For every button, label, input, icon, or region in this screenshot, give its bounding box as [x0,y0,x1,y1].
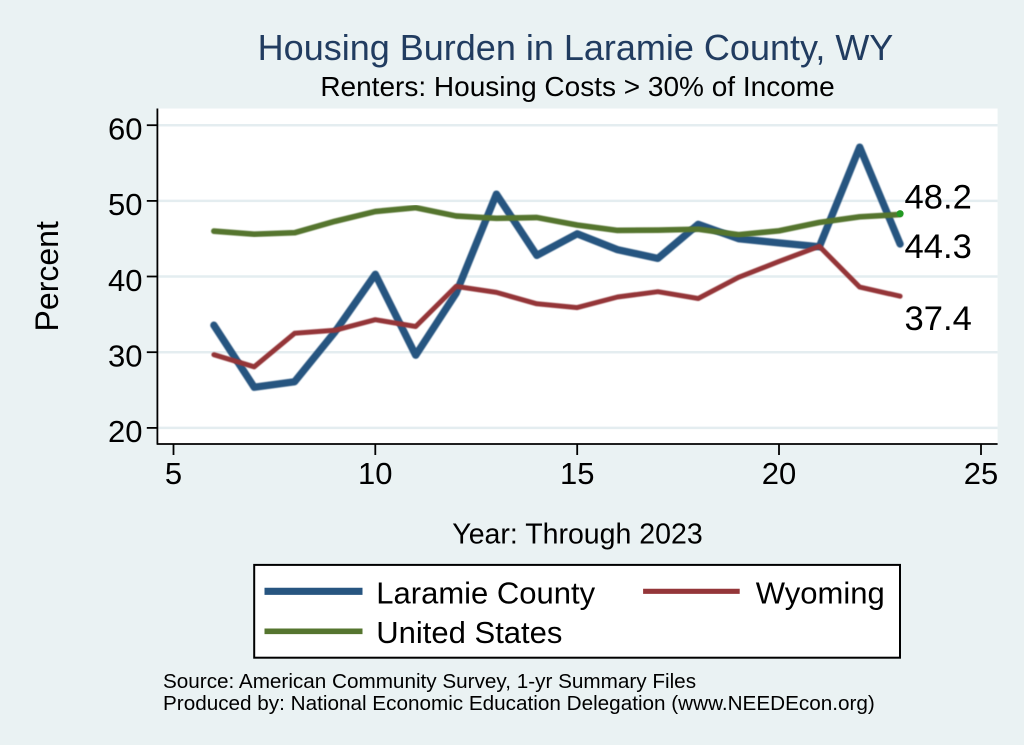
svg-text:Percent: Percent [29,221,65,331]
svg-text:37.4: 37.4 [905,300,972,338]
svg-text:44.3: 44.3 [905,228,972,266]
svg-text:Wyoming: Wyoming [756,576,885,611]
svg-text:50: 50 [108,187,142,222]
svg-text:10: 10 [358,456,392,491]
svg-text:48.2: 48.2 [905,178,972,216]
svg-text:Produced by: National Economic: Produced by: National Economic Education… [163,692,875,715]
svg-text:Housing Burden in Laramie Coun: Housing Burden in Laramie County, WY [258,27,894,68]
svg-text:Laramie County: Laramie County [376,576,595,611]
svg-text:60: 60 [108,112,142,147]
svg-text:United States: United States [376,615,562,650]
svg-text:20: 20 [762,456,796,491]
svg-text:15: 15 [560,456,594,491]
svg-text:30: 30 [108,339,142,374]
svg-text:25: 25 [964,456,998,491]
svg-text:5: 5 [165,456,182,491]
svg-text:Renters: Housing Costs > 30% o: Renters: Housing Costs > 30% of Income [320,71,834,102]
svg-text:40: 40 [108,263,142,298]
svg-text:20: 20 [108,414,142,449]
svg-text:Source: American Community Sur: Source: American Community Survey, 1-yr … [163,670,696,693]
svg-text:Year: Through 2023: Year: Through 2023 [452,519,702,551]
